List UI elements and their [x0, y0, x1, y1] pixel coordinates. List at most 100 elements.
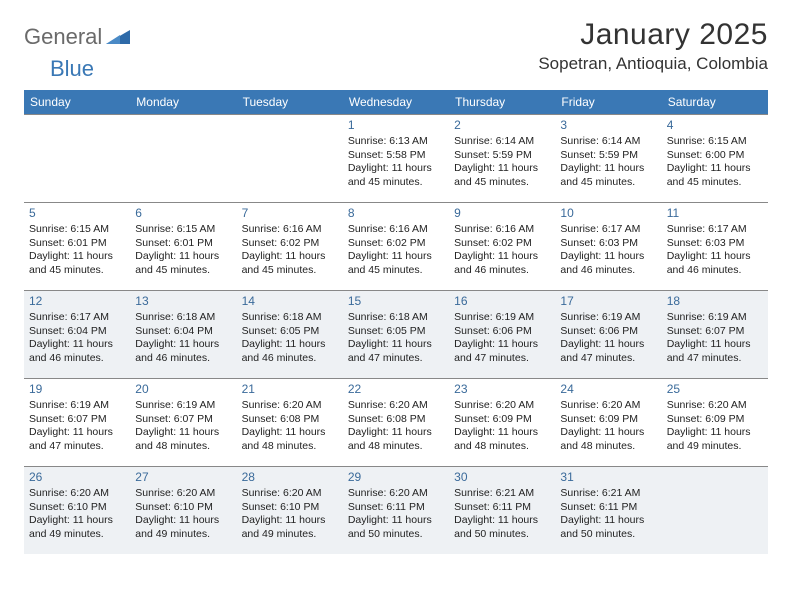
day-number: 7 [242, 206, 338, 221]
daylight-text: Daylight: 11 hours [29, 250, 125, 263]
daylight-text: and 46 minutes. [242, 352, 338, 365]
daylight-text: Daylight: 11 hours [135, 250, 231, 263]
calendar-cell: 21Sunrise: 6:20 AMSunset: 6:08 PMDayligh… [237, 378, 343, 466]
sunrise-text: Sunrise: 6:19 AM [135, 399, 231, 412]
brand-text-blue: Blue [50, 56, 94, 81]
daylight-text: and 47 minutes. [348, 352, 444, 365]
daylight-text: and 45 minutes. [560, 176, 656, 189]
sunrise-text: Sunrise: 6:16 AM [242, 223, 338, 236]
sunrise-text: Sunrise: 6:21 AM [454, 487, 550, 500]
daylight-text: and 48 minutes. [454, 440, 550, 453]
daylight-text: Daylight: 11 hours [29, 514, 125, 527]
daylight-text: and 49 minutes. [242, 528, 338, 541]
calendar-cell: 22Sunrise: 6:20 AMSunset: 6:08 PMDayligh… [343, 378, 449, 466]
sunset-text: Sunset: 6:10 PM [242, 501, 338, 514]
sunrise-text: Sunrise: 6:20 AM [135, 487, 231, 500]
daylight-text: and 45 minutes. [454, 176, 550, 189]
sunrise-text: Sunrise: 6:20 AM [242, 487, 338, 500]
day-number: 13 [135, 294, 231, 309]
weekday-header: Sunday [24, 90, 130, 114]
sunset-text: Sunset: 6:06 PM [454, 325, 550, 338]
day-number: 1 [348, 118, 444, 133]
daylight-text: Daylight: 11 hours [29, 426, 125, 439]
calendar-cell: 12Sunrise: 6:17 AMSunset: 6:04 PMDayligh… [24, 290, 130, 378]
sunrise-text: Sunrise: 6:15 AM [667, 135, 763, 148]
sunrise-text: Sunrise: 6:18 AM [348, 311, 444, 324]
sunset-text: Sunset: 6:05 PM [242, 325, 338, 338]
daylight-text: Daylight: 11 hours [135, 426, 231, 439]
day-number: 20 [135, 382, 231, 397]
calendar-cell: 31Sunrise: 6:21 AMSunset: 6:11 PMDayligh… [555, 466, 661, 554]
sunrise-text: Sunrise: 6:17 AM [29, 311, 125, 324]
sunrise-text: Sunrise: 6:18 AM [135, 311, 231, 324]
daylight-text: and 49 minutes. [29, 528, 125, 541]
daylight-text: Daylight: 11 hours [667, 250, 763, 263]
calendar-cell-empty [662, 466, 768, 554]
daylight-text: Daylight: 11 hours [454, 162, 550, 175]
daylight-text: and 46 minutes. [29, 352, 125, 365]
calendar-cell: 17Sunrise: 6:19 AMSunset: 6:06 PMDayligh… [555, 290, 661, 378]
daylight-text: and 47 minutes. [667, 352, 763, 365]
daylight-text: and 48 minutes. [560, 440, 656, 453]
sunrise-text: Sunrise: 6:19 AM [454, 311, 550, 324]
daylight-text: Daylight: 11 hours [454, 426, 550, 439]
daylight-text: Daylight: 11 hours [560, 338, 656, 351]
daylight-text: Daylight: 11 hours [667, 162, 763, 175]
weekday-header: Wednesday [343, 90, 449, 114]
sunset-text: Sunset: 6:04 PM [29, 325, 125, 338]
day-number: 16 [454, 294, 550, 309]
sunrise-text: Sunrise: 6:19 AM [560, 311, 656, 324]
sunrise-text: Sunrise: 6:14 AM [454, 135, 550, 148]
sunset-text: Sunset: 6:00 PM [667, 149, 763, 162]
daylight-text: Daylight: 11 hours [242, 338, 338, 351]
calendar-cell: 18Sunrise: 6:19 AMSunset: 6:07 PMDayligh… [662, 290, 768, 378]
sunrise-text: Sunrise: 6:17 AM [667, 223, 763, 236]
month-title: January 2025 [538, 18, 768, 52]
day-number: 4 [667, 118, 763, 133]
day-number: 31 [560, 470, 656, 485]
weekday-header: Thursday [449, 90, 555, 114]
calendar-cell: 9Sunrise: 6:16 AMSunset: 6:02 PMDaylight… [449, 202, 555, 290]
day-number: 8 [348, 206, 444, 221]
sunset-text: Sunset: 5:59 PM [454, 149, 550, 162]
sunrise-text: Sunrise: 6:18 AM [242, 311, 338, 324]
calendar-cell: 7Sunrise: 6:16 AMSunset: 6:02 PMDaylight… [237, 202, 343, 290]
day-number: 5 [29, 206, 125, 221]
daylight-text: Daylight: 11 hours [242, 514, 338, 527]
sunset-text: Sunset: 6:11 PM [348, 501, 444, 514]
daylight-text: Daylight: 11 hours [348, 426, 444, 439]
sunset-text: Sunset: 6:03 PM [667, 237, 763, 250]
calendar-cell: 1Sunrise: 6:13 AMSunset: 5:58 PMDaylight… [343, 114, 449, 202]
daylight-text: and 45 minutes. [29, 264, 125, 277]
calendar-cell: 6Sunrise: 6:15 AMSunset: 6:01 PMDaylight… [130, 202, 236, 290]
sunset-text: Sunset: 6:08 PM [348, 413, 444, 426]
day-number: 14 [242, 294, 338, 309]
daylight-text: and 46 minutes. [667, 264, 763, 277]
sunrise-text: Sunrise: 6:20 AM [348, 487, 444, 500]
sunset-text: Sunset: 6:10 PM [135, 501, 231, 514]
sunrise-text: Sunrise: 6:21 AM [560, 487, 656, 500]
day-number: 18 [667, 294, 763, 309]
week-row: 5Sunrise: 6:15 AMSunset: 6:01 PMDaylight… [24, 202, 768, 290]
sunset-text: Sunset: 6:02 PM [348, 237, 444, 250]
calendar-cell: 20Sunrise: 6:19 AMSunset: 6:07 PMDayligh… [130, 378, 236, 466]
daylight-text: Daylight: 11 hours [454, 514, 550, 527]
daylight-text: Daylight: 11 hours [667, 426, 763, 439]
sunrise-text: Sunrise: 6:20 AM [29, 487, 125, 500]
calendar-grid: Sunday Monday Tuesday Wednesday Thursday… [24, 90, 768, 554]
sunset-text: Sunset: 6:04 PM [135, 325, 231, 338]
sunrise-text: Sunrise: 6:13 AM [348, 135, 444, 148]
daylight-text: Daylight: 11 hours [560, 426, 656, 439]
daylight-text: Daylight: 11 hours [242, 250, 338, 263]
calendar-cell: 2 Sunrise: 6:14 AMSunset: 5:59 PMDaylight… [449, 114, 555, 202]
sunset-text: Sunset: 5:58 PM [348, 149, 444, 162]
day-number: 2 [454, 118, 550, 133]
sunset-text: Sunset: 6:02 PM [454, 237, 550, 250]
calendar-cell-empty [237, 114, 343, 202]
weeks-container: 1 Sunrise: 6:13 AMSunset: 5:58 PM Daylight… [24, 114, 768, 554]
daylight-text: and 49 minutes. [667, 440, 763, 453]
weekday-header-row: Sunday Monday Tuesday Wednesday Thursday… [24, 90, 768, 114]
brand-logo: General [24, 18, 132, 50]
day-number: 11 [667, 206, 763, 221]
daylight-text: and 50 minutes. [348, 528, 444, 541]
